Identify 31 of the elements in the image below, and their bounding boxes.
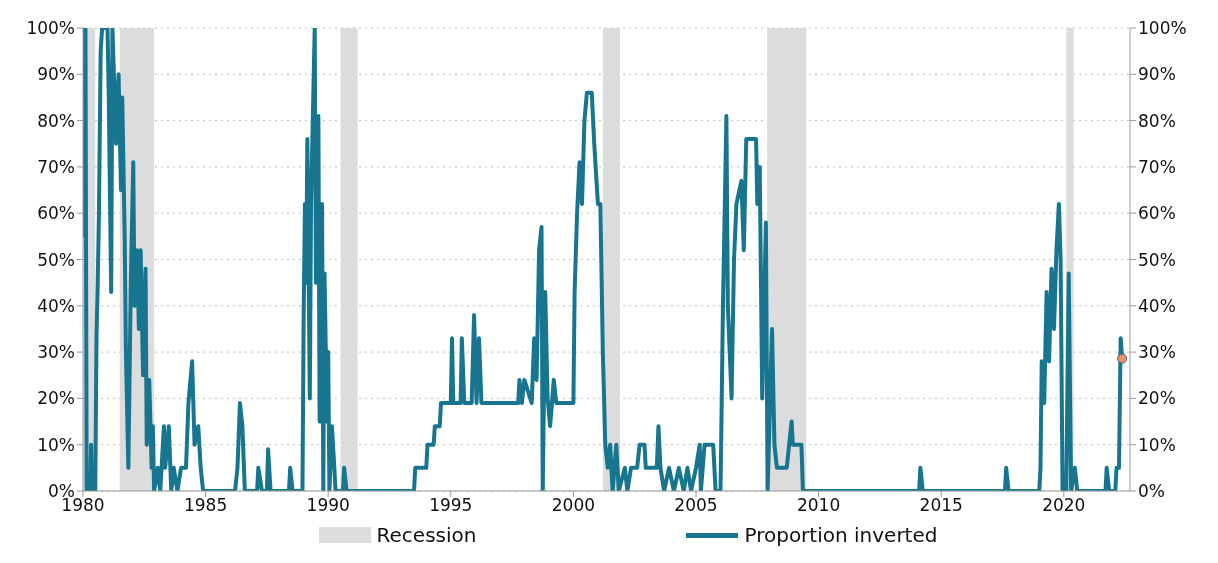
y-tick-label: 20%: [37, 388, 75, 409]
x-tick-label: 1990: [306, 495, 350, 516]
y-tick-label: 10%: [37, 434, 75, 455]
y2-tick-label: 40%: [1138, 295, 1176, 316]
y-tick-label: 40%: [37, 295, 75, 316]
x-tick-label: 1985: [183, 495, 228, 516]
y-tick-label: 80%: [37, 110, 75, 131]
y2-tick-label: 0%: [1138, 481, 1165, 502]
y2-tick-label: 90%: [1138, 64, 1176, 85]
y2-tick-label: 10%: [1138, 434, 1176, 455]
x-tick-label: 2000: [551, 495, 596, 516]
x-tick-label: 2020: [1042, 495, 1086, 516]
x-tick-label: 1995: [429, 495, 473, 516]
y2-tick-label: 30%: [1138, 342, 1176, 363]
y-tick-label: 50%: [37, 249, 75, 270]
y2-tick-label: 60%: [1138, 203, 1176, 224]
y-tick-label: 100%: [26, 18, 75, 39]
y2-tick-label: 20%: [1138, 388, 1176, 409]
y2-tick-label: 100%: [1138, 18, 1187, 39]
x-tick-label: 2010: [796, 495, 841, 516]
y2-tick-label: 70%: [1138, 156, 1176, 177]
y2-tick-label: 80%: [1138, 110, 1176, 131]
x-tick-label: 2005: [674, 495, 718, 516]
y-tick-label: 90%: [37, 64, 75, 85]
y-tick-label: 30%: [37, 342, 75, 363]
y-tick-label: 70%: [37, 156, 75, 177]
y2-tick-label: 50%: [1138, 249, 1176, 270]
x-tick-label: 2015: [919, 495, 963, 516]
legend-label: Recession: [376, 523, 477, 547]
y-tick-label: 60%: [37, 203, 75, 224]
legend-label: Proportion inverted: [744, 523, 938, 547]
